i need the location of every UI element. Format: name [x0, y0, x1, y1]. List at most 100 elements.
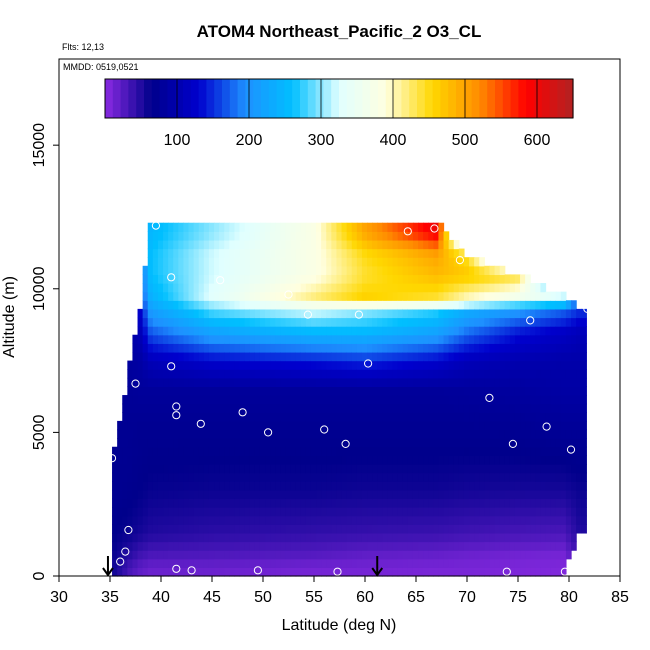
heatmap-cell: [438, 257, 445, 267]
heatmap-cell: [576, 343, 582, 353]
heatmap-cell: [540, 463, 547, 474]
heatmap-cell: [178, 326, 185, 336]
heatmap-cell: [249, 515, 256, 525]
heatmap-cell: [316, 274, 322, 284]
heatmap-cell: [203, 429, 210, 439]
heatmap-cell: [203, 420, 210, 431]
heatmap-cell: [555, 317, 562, 327]
heatmap-cell: [168, 498, 174, 508]
heatmap-cell: [168, 567, 174, 577]
heatmap-cell: [453, 343, 460, 353]
heatmap-cell: [479, 265, 485, 276]
heatmap-cell: [234, 222, 241, 232]
heatmap-cell: [418, 395, 424, 405]
heatmap-cell: [509, 360, 516, 370]
heatmap-cell: [290, 532, 297, 543]
heatmap-cell: [453, 308, 460, 319]
heatmap-cell: [423, 429, 429, 439]
heatmap-cell: [361, 541, 368, 551]
heatmap-cell: [122, 567, 128, 577]
heatmap-cell: [428, 257, 434, 267]
heatmap-cell: [535, 395, 542, 405]
heatmap-cell: [208, 360, 215, 370]
heatmap-cell: [581, 438, 587, 448]
heatmap-cell: [305, 532, 312, 543]
heatmap-cell: [520, 300, 526, 310]
heatmap-cell: [469, 420, 475, 431]
heatmap-cell: [157, 386, 164, 396]
heatmap-cell: [560, 317, 567, 327]
heatmap-cell: [469, 438, 475, 448]
heatmap-cell: [372, 360, 378, 370]
heatmap-cell: [254, 274, 261, 284]
heatmap-cell: [346, 326, 353, 336]
heatmap-cell: [550, 481, 557, 491]
heatmap-cell: [346, 550, 353, 560]
heatmap-cell: [458, 481, 465, 491]
heatmap-cell: [254, 239, 261, 250]
heatmap-cell: [514, 567, 521, 577]
heatmap-cell: [295, 524, 302, 534]
heatmap-cell: [188, 308, 195, 319]
heatmap-cell: [443, 239, 450, 250]
heatmap-cell: [520, 446, 526, 456]
heatmap-cell: [112, 489, 118, 500]
heatmap-cell: [152, 455, 159, 465]
heatmap-cell: [331, 481, 338, 491]
heatmap-cell: [372, 257, 378, 267]
heatmap-cell: [239, 507, 246, 517]
heatmap-cell: [265, 343, 271, 353]
heatmap-cell: [571, 360, 577, 370]
heatmap-cell: [254, 343, 261, 353]
heatmap-cell: [229, 257, 236, 267]
heatmap-cell: [402, 403, 409, 413]
heatmap-cell: [418, 403, 424, 413]
heatmap-cell: [203, 386, 210, 396]
heatmap-cell: [244, 446, 251, 456]
flights-note: Flts: 12,13: [62, 42, 104, 52]
sample-point: [320, 425, 329, 434]
heatmap-cell: [479, 567, 485, 577]
heatmap-cell: [198, 351, 205, 362]
heatmap-cell: [433, 239, 440, 250]
heatmap-cell: [208, 481, 215, 491]
heatmap-cell: [254, 463, 261, 474]
heatmap-cell: [382, 257, 389, 267]
heatmap-cell: [259, 524, 266, 534]
heatmap-cell: [285, 446, 292, 456]
heatmap-cell: [208, 515, 215, 525]
heatmap-cell: [367, 420, 373, 431]
heatmap-cell: [418, 446, 424, 456]
heatmap-cell: [316, 283, 322, 293]
heatmap-cell: [423, 222, 429, 232]
heatmap-cell: [351, 326, 358, 336]
heatmap-cell: [254, 386, 261, 396]
heatmap-cell: [367, 395, 373, 405]
heatmap-cell: [356, 507, 363, 517]
heatmap-cell: [509, 541, 516, 551]
heatmap-cell: [168, 386, 174, 396]
heatmap-cell: [326, 248, 332, 258]
heatmap-cell: [270, 317, 276, 327]
heatmap-cell: [285, 429, 292, 439]
heatmap-cell: [581, 429, 587, 439]
heatmap-cell: [361, 507, 368, 517]
heatmap-cell: [520, 291, 526, 301]
heatmap-cell: [356, 498, 363, 508]
heatmap-cell: [331, 257, 338, 267]
heatmap-cell: [412, 420, 419, 431]
heatmap-cell: [285, 283, 292, 293]
sample-point: [430, 224, 439, 233]
heatmap-cell: [428, 472, 434, 482]
heatmap-cell: [137, 377, 144, 388]
heatmap-cell: [157, 351, 164, 362]
heatmap-cell: [137, 429, 144, 439]
heatmap-cell: [244, 283, 251, 293]
heatmap-cell: [504, 283, 511, 293]
heatmap-cell: [290, 567, 297, 577]
heatmap-cell: [254, 507, 261, 517]
heatmap-cell: [458, 446, 465, 456]
heatmap-cell: [203, 369, 210, 379]
heatmap-cell: [188, 334, 195, 344]
heatmap-cell: [560, 498, 567, 508]
